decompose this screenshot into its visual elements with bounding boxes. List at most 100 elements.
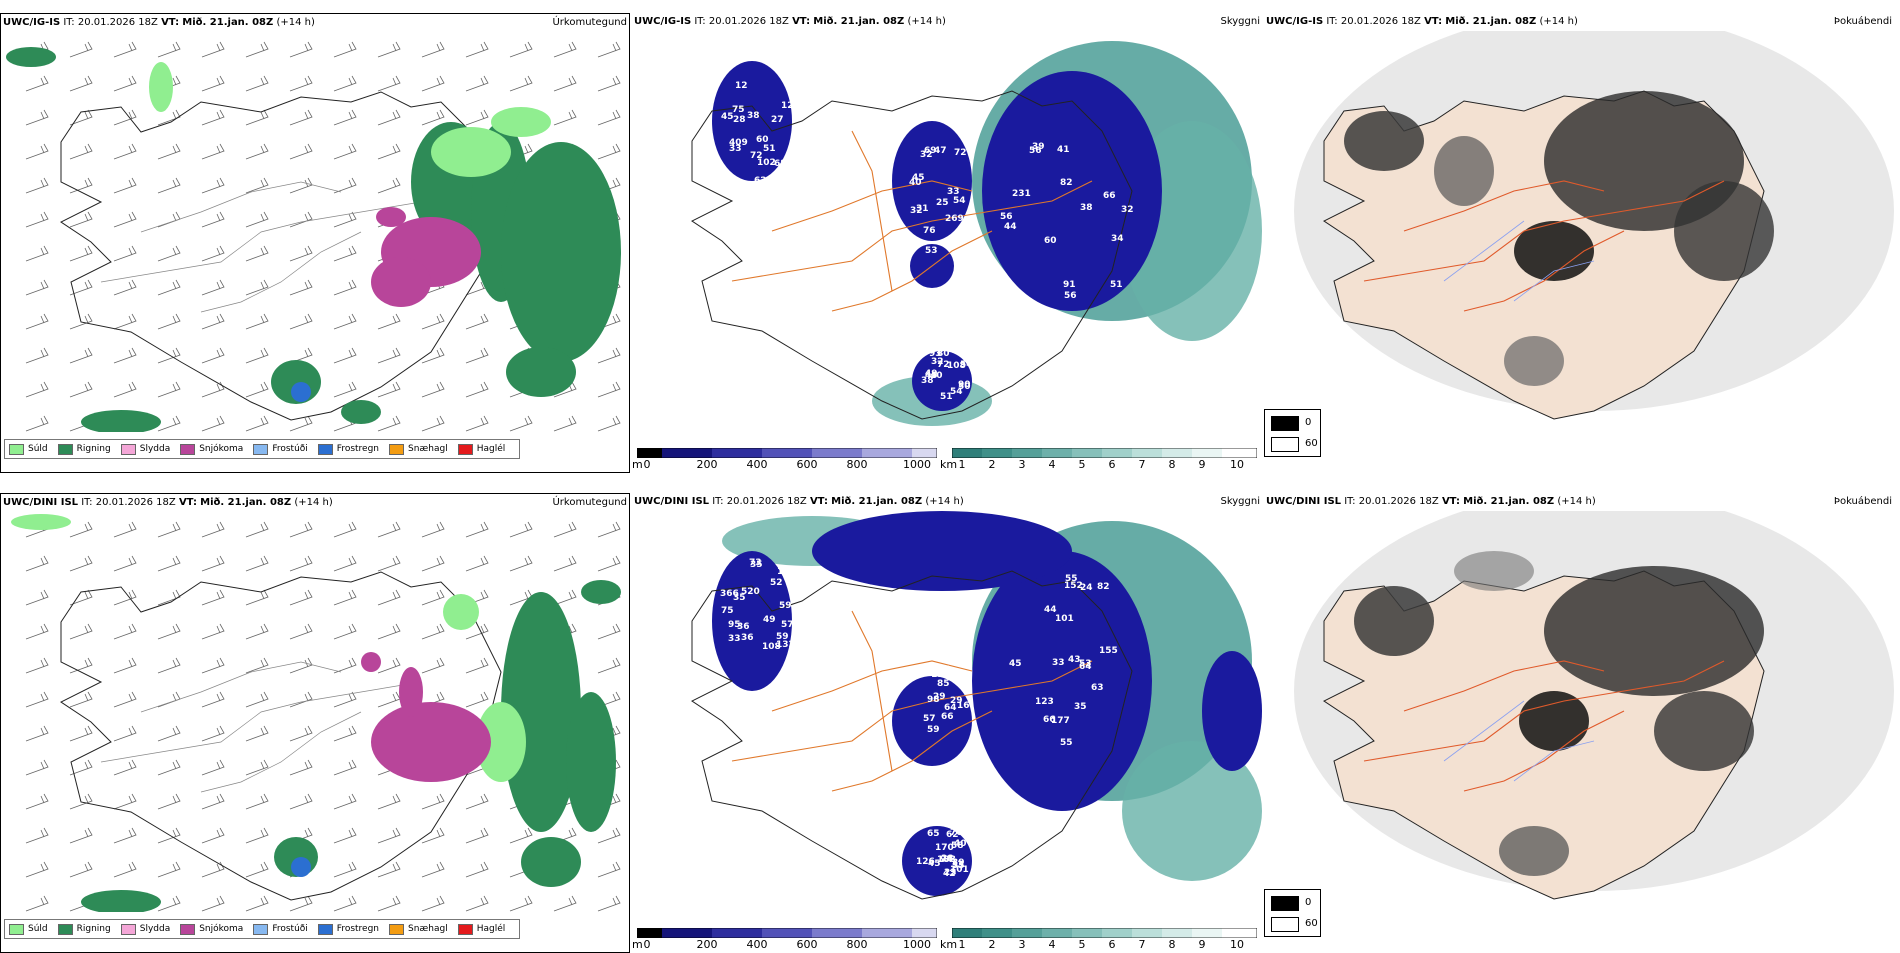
wind-barb bbox=[289, 793, 313, 810]
legend-swatch bbox=[253, 443, 269, 455]
fog-legend-swatch-light bbox=[1271, 437, 1299, 452]
cloud-base-label: 45 bbox=[721, 112, 734, 122]
visibility-tick: 1 bbox=[958, 458, 966, 471]
wind-barb bbox=[25, 555, 49, 572]
wind-barb bbox=[289, 245, 313, 262]
cloud-base-label: 55 bbox=[1060, 738, 1073, 748]
wind-barb bbox=[333, 555, 357, 572]
visibility-tick: 8 bbox=[1168, 938, 1176, 951]
wind-barb bbox=[553, 41, 577, 58]
wind-barb bbox=[201, 347, 225, 364]
wind-barb bbox=[377, 555, 401, 572]
wind-barb bbox=[157, 589, 181, 606]
cloud-base-label: 67 bbox=[937, 665, 950, 675]
precip-map bbox=[6, 41, 621, 432]
cloud-base-label: 43 bbox=[1068, 655, 1081, 665]
wind-barb bbox=[597, 555, 621, 572]
wind-barb bbox=[553, 589, 577, 606]
wind-barb bbox=[377, 143, 401, 160]
wind-barb bbox=[113, 759, 137, 776]
cloud-base-label: 45 bbox=[928, 859, 941, 869]
cloud-base-label: 55 bbox=[952, 861, 965, 871]
cloud-base-label: 108 bbox=[762, 642, 781, 652]
visibility-tick: 1 bbox=[958, 938, 966, 951]
cloud-base-label: 56 bbox=[1029, 146, 1042, 156]
cloud-base-label: 170 bbox=[935, 843, 954, 853]
cloud-panel-top: UWC/IG-IS IT: 20.01.2026 18Z VT: Mið. 21… bbox=[632, 13, 1262, 473]
legend-swatch bbox=[9, 443, 24, 455]
cloud-base-label: 38 bbox=[747, 111, 760, 121]
wind-barb bbox=[377, 381, 401, 398]
legend-item: Rigning bbox=[57, 923, 111, 935]
legend-item: Súld bbox=[9, 443, 48, 455]
wind-barb bbox=[113, 143, 137, 160]
visibility-gradient bbox=[951, 447, 1258, 459]
wind-barb bbox=[289, 555, 313, 572]
wind-barb bbox=[465, 347, 489, 364]
cloud-base-label: 16 bbox=[957, 701, 970, 711]
wind-barb bbox=[245, 793, 269, 810]
cloud-base-label: 54 bbox=[960, 360, 973, 370]
fog-legend-swatch-dark bbox=[1271, 416, 1299, 431]
wind-barb bbox=[421, 347, 445, 364]
wind-barb bbox=[377, 657, 401, 674]
wind-barb bbox=[421, 657, 445, 674]
fog-legend-top: 0 60 bbox=[1264, 409, 1321, 457]
cloud-base-label: 57 bbox=[781, 620, 794, 630]
wind-barb bbox=[421, 623, 445, 640]
wind-barb bbox=[289, 725, 313, 742]
wind-barb bbox=[113, 861, 137, 878]
wind-barb bbox=[25, 691, 49, 708]
cloud-base-label: 36 bbox=[962, 222, 975, 232]
wind-barb bbox=[69, 75, 93, 92]
cloud-base-label: 69 bbox=[924, 146, 937, 156]
legend-swatch bbox=[389, 923, 405, 935]
cloud-base-label: 38 bbox=[921, 376, 934, 386]
cloud-base-label: 44 bbox=[1004, 222, 1017, 232]
cloud-base-label: 132 bbox=[776, 640, 795, 650]
cloud-base-label: 33 bbox=[947, 187, 960, 197]
cloud-base-label: 40 bbox=[954, 839, 967, 849]
wind-barb bbox=[245, 759, 269, 776]
cloud-base-label: 45 bbox=[1009, 659, 1022, 669]
wind-barb bbox=[377, 347, 401, 364]
wind-barb bbox=[333, 245, 357, 262]
cloud-base-label: 72 bbox=[750, 151, 763, 161]
legend-swatch bbox=[317, 443, 333, 455]
wind-barb bbox=[553, 555, 577, 572]
cloud-base-label: 49 bbox=[763, 615, 776, 625]
wind-barb bbox=[201, 245, 225, 262]
wind-barb bbox=[113, 521, 137, 538]
legend-item: Frostregn bbox=[317, 923, 379, 935]
cloud-base-label: 75 bbox=[732, 105, 745, 115]
wind-barb bbox=[465, 861, 489, 878]
visibility-tick: 3 bbox=[1018, 938, 1026, 951]
wind-barb bbox=[289, 279, 313, 296]
wind-barb bbox=[113, 245, 137, 262]
precip-type-panel-bottom: UWC/DINI ISL IT: 20.01.2026 18Z VT: Mið.… bbox=[0, 493, 630, 953]
wind-barb bbox=[333, 657, 357, 674]
cloud-base-label: 101 bbox=[1055, 614, 1074, 624]
cloud-base-label: 152 bbox=[952, 646, 971, 656]
legend-swatch bbox=[120, 443, 136, 455]
wind-barb bbox=[597, 623, 621, 640]
wind-barb bbox=[597, 521, 621, 538]
cloud-base-label: 32 bbox=[920, 150, 933, 160]
cloud-base-label: 63 bbox=[1091, 683, 1104, 693]
visibility-tick: 3 bbox=[1018, 458, 1026, 471]
wind-barb bbox=[69, 177, 93, 194]
cloud-base-label: 12 bbox=[735, 81, 748, 91]
wind-barb bbox=[245, 623, 269, 640]
legend-swatch bbox=[9, 923, 24, 935]
wind-barb bbox=[157, 691, 181, 708]
wind-barb bbox=[113, 657, 137, 674]
wind-barb bbox=[421, 41, 445, 58]
wind-barb bbox=[289, 313, 313, 330]
wind-barb bbox=[201, 555, 225, 572]
cloud-base-label: 152 bbox=[1064, 581, 1083, 591]
wind-barb bbox=[113, 41, 137, 58]
wind-barb bbox=[289, 109, 313, 126]
wind-barb bbox=[465, 415, 489, 432]
wind-barb bbox=[333, 691, 357, 708]
wind-barb bbox=[25, 177, 49, 194]
